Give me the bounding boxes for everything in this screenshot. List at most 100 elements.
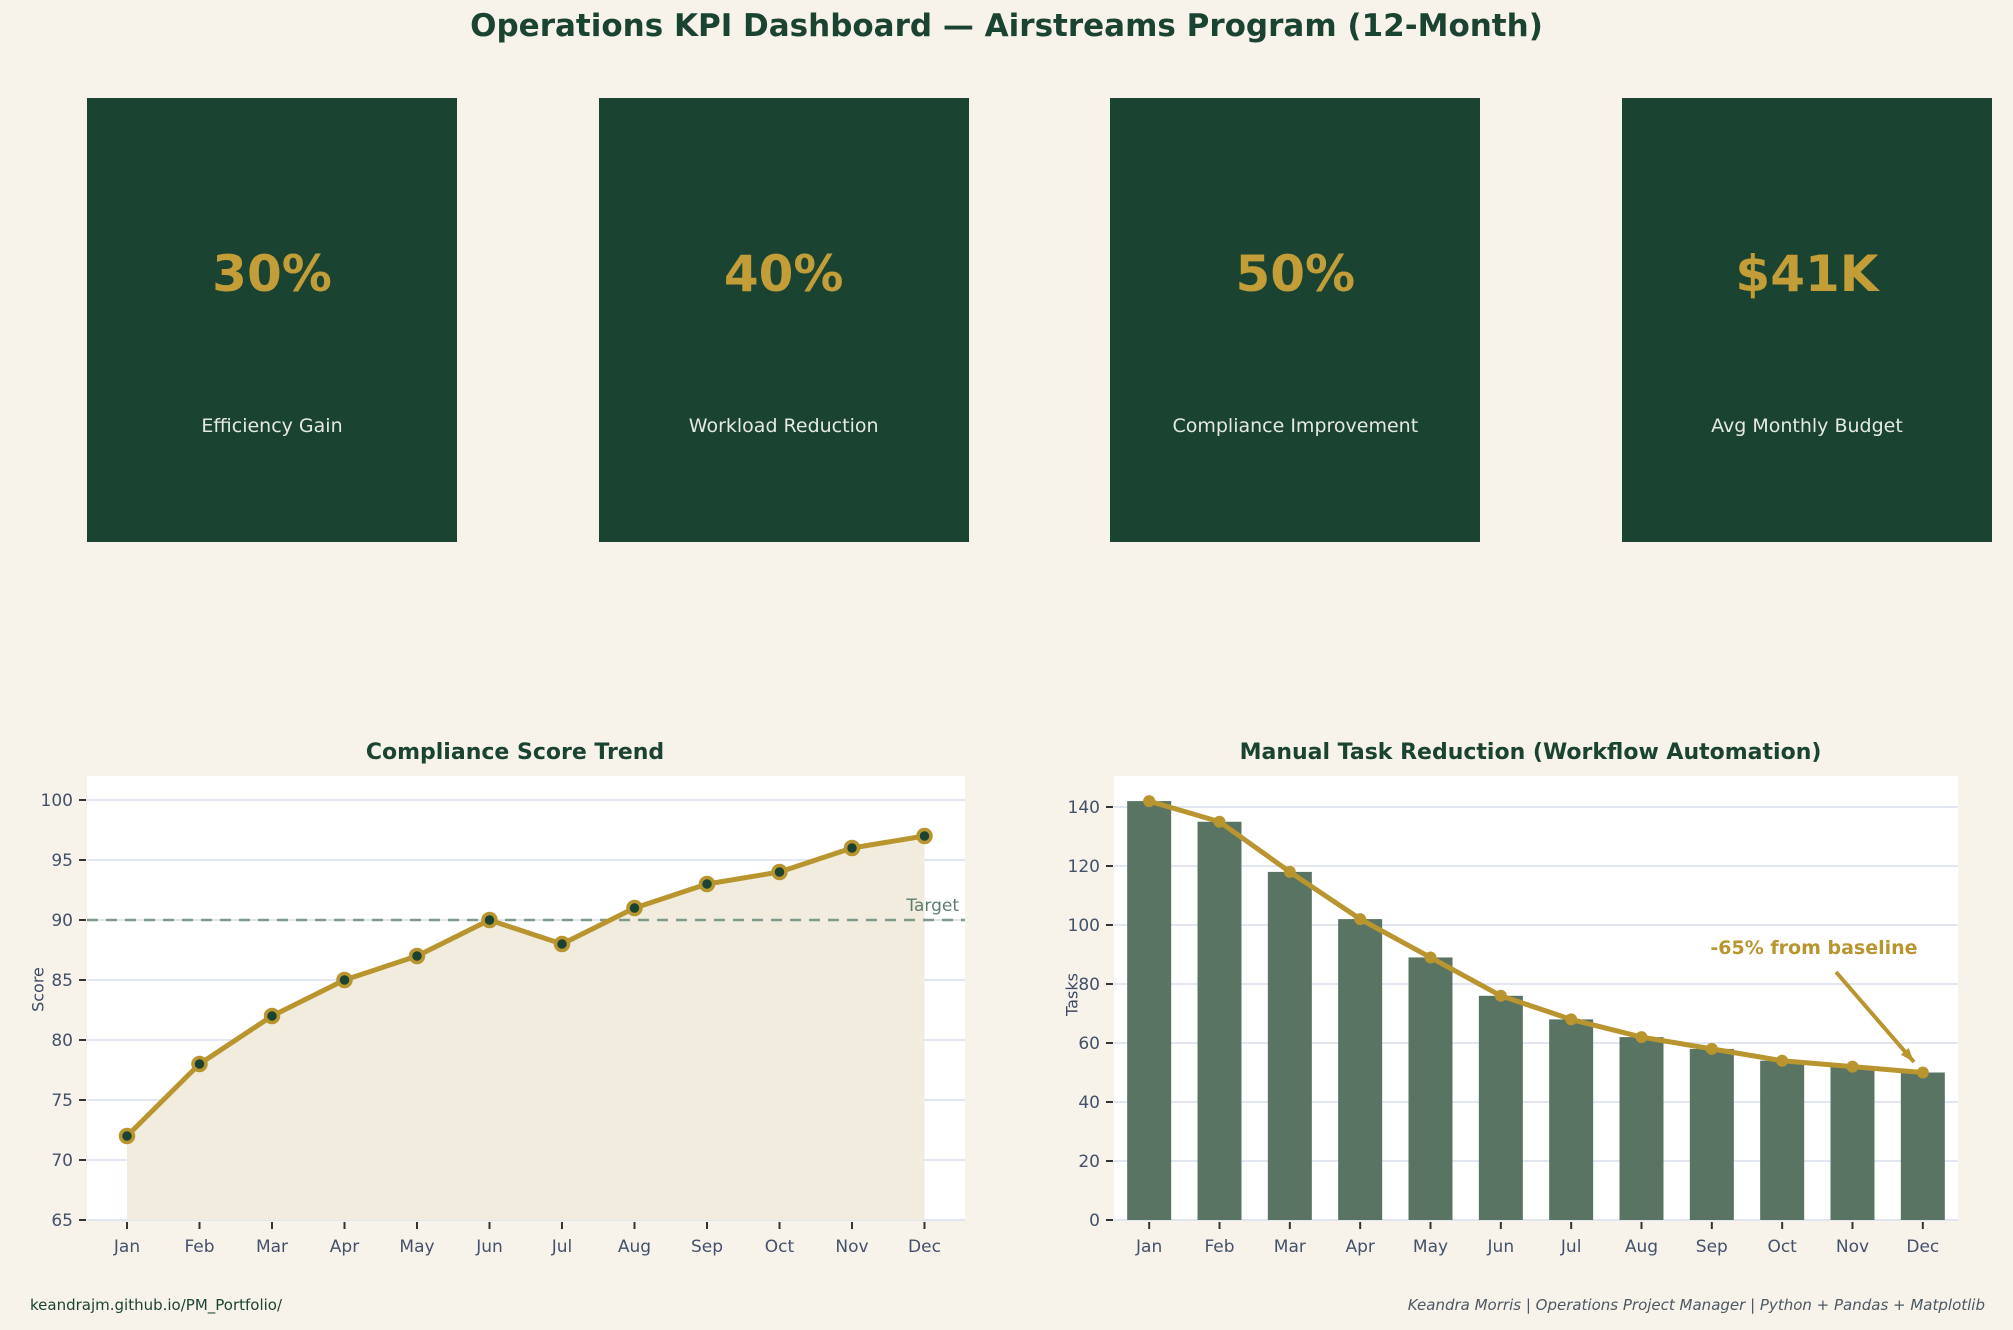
kpi-value: $41K [1735,244,1879,303]
chart-title-compliance: Compliance Score Trend [365,740,665,765]
bar-Jun [1478,995,1523,1220]
x-tick-label: Sep [691,1237,723,1257]
y-tick-label: 100 [1068,916,1100,936]
data-point-Jan [118,1127,136,1145]
bar-Jan [1127,801,1172,1220]
bar-Feb [1197,821,1242,1220]
x-tick-label: May [1413,1237,1448,1257]
x-tick-label: Jan [1135,1237,1162,1257]
x-tick-label: Mar [1274,1237,1306,1257]
data-point-Sep [698,875,716,893]
kpi-label: Workload Reduction [688,415,879,438]
kpi-label: Efficiency Gain [201,415,343,438]
x-tick-label: Aug [618,1237,651,1257]
x-tick-label: Aug [1625,1237,1658,1257]
x-tick-label: Feb [1204,1237,1234,1257]
x-tick-label: Mar [256,1237,288,1257]
y-tick-label: 20 [1078,1152,1100,1172]
trend-line [125,833,925,1138]
bar-Nov [1830,1066,1875,1220]
manual-task-reduction-chart: Manual Task Reduction (Workflow Automati… [1048,740,2013,1320]
data-point-May [1424,951,1437,964]
bar-Mar [1267,871,1312,1220]
x-tick-label: Nov [835,1237,868,1257]
annotation-text: -65% from baseline [1710,937,1917,959]
bar-Dec [1900,1072,1945,1220]
data-point-May [408,947,426,965]
x-tick-label: Jul [1560,1237,1582,1257]
bar-Oct [1760,1060,1805,1220]
bar-Aug [1619,1037,1664,1220]
y-tick-label: 85 [51,971,73,991]
kpi-label: Avg Monthly Budget [1711,415,1903,438]
chart-title-task-reduction: Manual Task Reduction (Workflow Automati… [1239,740,1822,765]
data-point-Apr [1354,913,1367,926]
y-tick-label: 70 [51,1151,73,1171]
data-point-Nov [1846,1060,1859,1073]
page-title: Operations KPI Dashboard — Airstreams Pr… [470,8,1543,44]
x-tick-label: Feb [184,1237,214,1257]
kpi-cards-row: 30% Efficiency Gain 40% Workload Reducti… [87,98,1992,542]
x-tick-label: Nov [1836,1237,1869,1257]
data-point-Feb [191,1055,208,1073]
y-tick-label: 90 [51,911,73,931]
data-point-Oct [1776,1054,1789,1067]
data-point-Feb [1213,815,1226,828]
kpi-card-workload-reduction: 40% Workload Reduction [598,98,969,542]
bar-chart-svg: 0 20 40 60 80 100 120 140 -65% from baseline Jan F… [1068,776,1958,1257]
x-tick-label: Oct [1767,1237,1797,1257]
y-tick-label: 65 [51,1211,73,1231]
line-chart-svg: 65 70 75 80 85 90 95 100 Target Jan Feb Mar Apr May Ju… [41,776,965,1257]
x-tick-label: Sep [1696,1237,1728,1257]
x-tick-label: Apr [330,1237,359,1257]
bar-Apr [1338,919,1383,1220]
y-tick-label: 75 [51,1091,73,1111]
bar-Sep [1689,1048,1734,1220]
y-tick-label: 60 [1078,1034,1100,1054]
x-tick-label: Apr [1345,1237,1374,1257]
data-point-Nov [843,839,861,857]
kpi-card-compliance-improvement: 50% Compliance Improvement [1110,98,1481,542]
footer-url: keandrajm.github.io/PM_Portfolio/ [30,1296,283,1314]
target-label: Target [905,896,959,916]
annotation-arrowhead [1900,1047,1914,1062]
data-point-Jan [1143,795,1156,808]
compliance-score-trend-chart: Compliance Score Trend Score 65 70 75 80 85 9… [20,740,1010,1320]
kpi-card-efficiency-gain: 30% Efficiency Gain [87,98,457,542]
data-point-Sep [1705,1042,1718,1055]
annotation-arrow [1834,970,1916,1064]
data-point-Apr [336,971,353,989]
y-tick-label: 100 [41,791,73,811]
data-point-Aug [1635,1031,1648,1044]
data-point-Aug [626,899,643,917]
data-point-Oct [771,863,788,881]
data-point-Jun [1494,989,1507,1002]
y-tick-label: 80 [51,1031,73,1051]
data-point-Dec [916,827,933,845]
reduction-line [1148,798,1924,1075]
y-tick-label: 140 [1068,798,1100,818]
x-tick-label: Oct [765,1237,795,1257]
y-tick-label: 120 [1068,857,1100,877]
x-tick-label: Jun [1487,1237,1515,1257]
kpi-value: 50% [1235,244,1356,303]
data-point-Mar [263,1007,281,1025]
kpi-label: Compliance Improvement [1172,415,1419,438]
x-tick-label: Jul [551,1237,573,1257]
y-tick-label: 80 [1078,975,1100,995]
y-tick-label: 40 [1078,1093,1100,1113]
data-point-Jul [1565,1013,1578,1026]
area-fill [127,836,925,1220]
kpi-card-avg-monthly-budget: $41K Avg Monthly Budget [1621,98,1992,542]
kpi-value: 40% [723,244,844,303]
x-tick-label: May [399,1237,434,1257]
bar-Jul [1549,1019,1594,1220]
x-tick-label: Dec [1906,1237,1939,1257]
bar-May [1408,957,1453,1220]
footer-credit: Keandra Morris | Operations Project Mana… [1407,1296,1985,1314]
data-point-Mar [1283,865,1296,878]
x-tick-label: Jun [475,1237,503,1257]
y-tick-label: 0 [1089,1211,1100,1231]
data-point-Dec [1916,1066,1929,1079]
